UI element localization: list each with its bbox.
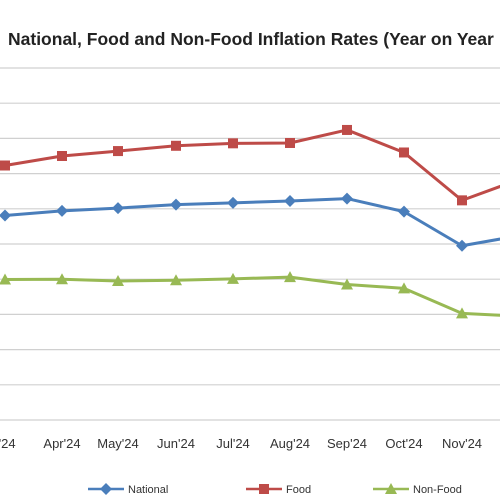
- data-point-food: [171, 140, 181, 151]
- series-layer: [0, 124, 500, 319]
- data-point-national: [112, 202, 124, 215]
- data-point-non-food: [341, 278, 353, 290]
- series-line-national: [4, 197, 500, 248]
- x-tick-label: Oct'24: [385, 436, 422, 451]
- x-tick-label: Apr'24: [43, 436, 80, 451]
- series-national: [0, 192, 500, 252]
- series-line-food: [4, 128, 500, 202]
- legend-label: Non-Food: [413, 484, 462, 496]
- data-point-non-food: [56, 273, 68, 285]
- data-point-non-food: [0, 273, 11, 285]
- series-food: [0, 124, 500, 206]
- x-tick-label: Jul'24: [216, 436, 250, 451]
- data-point-food: [457, 195, 467, 206]
- data-point-national: [284, 195, 296, 208]
- data-point-non-food: [227, 272, 239, 284]
- data-point-national: [341, 192, 353, 205]
- data-point-food: [285, 137, 295, 148]
- data-point-national: [456, 239, 468, 252]
- data-point-national: [56, 204, 68, 217]
- legend-marker: [385, 483, 397, 494]
- legend-label: National: [128, 484, 168, 496]
- x-tick-label: Jun'24: [157, 436, 195, 451]
- chart-title: National, Food and Non-Food Inflation Ra…: [8, 29, 494, 49]
- x-tick-label: Nov'24: [442, 436, 482, 451]
- data-point-non-food: [456, 307, 468, 319]
- data-point-food: [0, 160, 10, 171]
- data-point-non-food: [398, 282, 410, 294]
- legend-item-national: National: [88, 483, 168, 496]
- series-non-food: [0, 271, 500, 319]
- data-point-national: [227, 196, 239, 209]
- x-tick-label: r'24: [0, 436, 16, 451]
- data-point-non-food: [284, 271, 296, 283]
- data-point-non-food: [112, 274, 124, 286]
- legend-marker: [259, 484, 269, 494]
- data-point-food: [399, 147, 409, 158]
- gridlines: [0, 67, 500, 421]
- data-point-non-food: [170, 274, 182, 286]
- series-line-non-food: [4, 275, 500, 317]
- legend: National Food Non-Food: [88, 483, 462, 496]
- data-point-food: [57, 151, 67, 161]
- data-point-national: [170, 198, 182, 211]
- legend-item-non-food: Non-Food: [373, 483, 462, 496]
- legend-marker: [100, 483, 112, 495]
- data-point-food: [342, 124, 352, 135]
- data-point-food: [228, 138, 238, 149]
- data-point-national: [398, 205, 410, 218]
- x-axis-tick-labels: r'24 Apr'24 May'24 Jun'24 Jul'24 Aug'24 Sep'24…: [0, 436, 482, 451]
- legend-label: Food: [286, 484, 311, 496]
- data-point-food: [113, 146, 123, 157]
- data-point-national: [0, 209, 11, 222]
- x-tick-label: Aug'24: [270, 436, 310, 451]
- legend-item-food: Food: [246, 484, 311, 496]
- x-tick-label: Sep'24: [327, 436, 367, 451]
- x-tick-label: May'24: [97, 436, 139, 451]
